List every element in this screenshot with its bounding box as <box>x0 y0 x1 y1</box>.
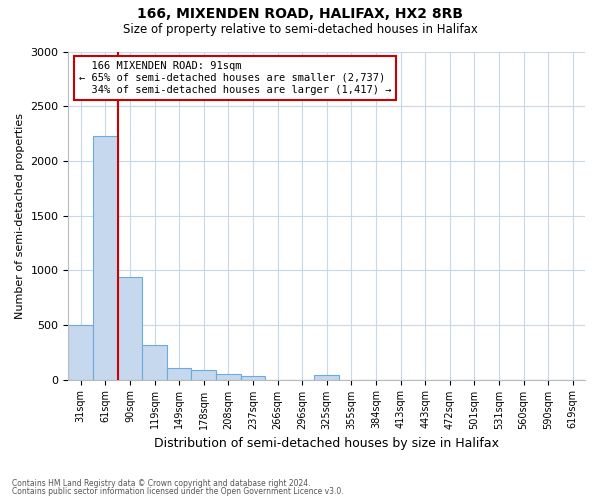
Text: Contains HM Land Registry data © Crown copyright and database right 2024.: Contains HM Land Registry data © Crown c… <box>12 478 311 488</box>
Bar <box>93 136 118 380</box>
X-axis label: Distribution of semi-detached houses by size in Halifax: Distribution of semi-detached houses by … <box>154 437 499 450</box>
Bar <box>191 370 216 380</box>
Bar <box>142 345 167 380</box>
Text: Contains public sector information licensed under the Open Government Licence v3: Contains public sector information licen… <box>12 487 344 496</box>
Text: 166 MIXENDEN ROAD: 91sqm
← 65% of semi-detached houses are smaller (2,737)
  34%: 166 MIXENDEN ROAD: 91sqm ← 65% of semi-d… <box>79 62 391 94</box>
Text: 166, MIXENDEN ROAD, HALIFAX, HX2 8RB: 166, MIXENDEN ROAD, HALIFAX, HX2 8RB <box>137 8 463 22</box>
Bar <box>118 277 142 380</box>
Text: Size of property relative to semi-detached houses in Halifax: Size of property relative to semi-detach… <box>122 22 478 36</box>
Bar <box>68 325 93 380</box>
Y-axis label: Number of semi-detached properties: Number of semi-detached properties <box>15 112 25 318</box>
Bar <box>241 376 265 380</box>
Bar <box>216 374 241 380</box>
Bar <box>314 375 339 380</box>
Bar <box>167 368 191 380</box>
